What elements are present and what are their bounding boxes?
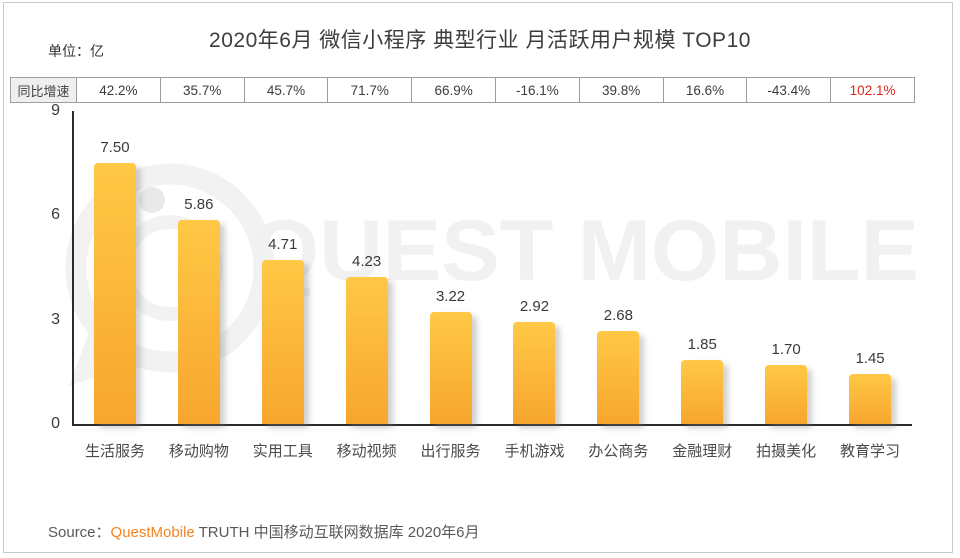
watermark-logo-dot (139, 187, 165, 213)
yoy-value-cell: -43.4% (746, 78, 831, 102)
category-label: 移动视频 (336, 443, 397, 460)
bar-value-label: 2.68 (603, 306, 633, 324)
yoy-value-cell: 35.7% (159, 78, 244, 102)
source-brand: QuestMobile (110, 524, 195, 541)
category-label: 出行服务 (420, 443, 481, 460)
bar-value-label: 2.92 (519, 298, 550, 316)
page-title: 2020年6月 微信小程序 典型行业 月活跃用户规模 TOP10 (209, 29, 751, 52)
source-rest: TRUTH 中国移动互联网数据库 2020年6月 (194, 524, 480, 541)
bar (765, 364, 808, 424)
bar-value-label: 5.86 (184, 196, 214, 214)
bar (681, 359, 724, 424)
yoy-value-cell: 66.9% (411, 78, 495, 102)
category-label: 教育学习 (840, 443, 901, 460)
unit-label: 单位：亿 (48, 43, 104, 59)
bar-value-label: 1.45 (855, 349, 885, 367)
category-label: 办公商务 (588, 443, 649, 460)
category-label: 移动购物 (168, 443, 229, 460)
bar (513, 322, 556, 424)
x-axis (72, 424, 912, 426)
bar (429, 312, 472, 424)
bar (261, 260, 304, 424)
questmobile-watermark: QUEST MOBILE (65, 163, 919, 386)
source-prefix: Source： (48, 524, 111, 541)
yoy-value-cell: 39.8% (578, 78, 663, 102)
bar-value-label: 4.71 (268, 236, 298, 254)
category-label: 生活服务 (84, 443, 145, 460)
y-axis (72, 111, 74, 424)
yoy-value-cell: 45.7% (243, 78, 328, 102)
category-label: 拍摄美化 (756, 443, 817, 460)
yoy-row-label: 同比增速 (11, 78, 76, 102)
y-tick-label: 0 (51, 415, 60, 432)
bar (93, 163, 136, 424)
y-tick-label: 3 (51, 310, 60, 328)
yoy-growth-table: 同比增速 42.2% 35.7% 45.7% 71.7% 66.9% -16.1% 39.8… (10, 77, 915, 103)
yoy-value-cell: 42.2% (76, 78, 160, 102)
category-label: 金融理财 (672, 443, 733, 460)
bar (177, 220, 220, 424)
bar-value-label: 7.50 (100, 139, 130, 157)
category-label: 实用工具 (252, 443, 313, 460)
yoy-value-cell: 102.1% (830, 78, 914, 102)
yoy-value-cell: 16.6% (662, 78, 747, 102)
bar (597, 330, 640, 424)
yoy-value-cell: 71.7% (327, 78, 412, 102)
bar-value-label: 1.70 (771, 340, 801, 358)
y-tick-label: 9 (51, 102, 60, 119)
bar-value-label: 3.22 (435, 288, 466, 305)
yoy-value-cell: -16.1% (494, 78, 579, 102)
bar-value-label: 4.23 (352, 252, 382, 270)
bar-value-label: 1.85 (687, 335, 717, 353)
category-label: 手机游戏 (504, 443, 565, 460)
bar (345, 276, 388, 424)
bar (849, 373, 892, 424)
y-tick-label: 6 (51, 206, 60, 224)
source-line: Source：QuestMobile TRUTH 中国移动互联网数据库 2020… (48, 521, 480, 542)
